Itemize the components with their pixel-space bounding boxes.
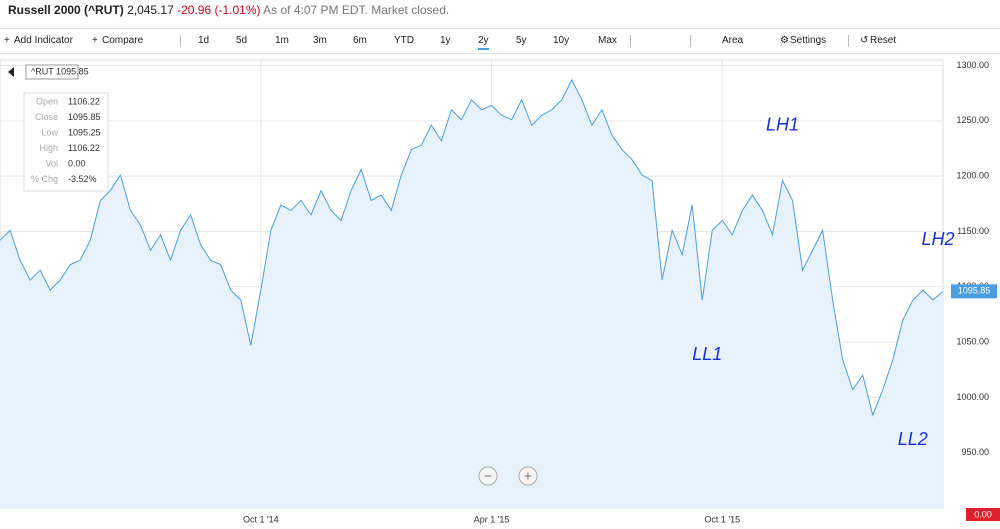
price-tag-label: 1095.85 <box>958 286 991 296</box>
separator <box>180 35 181 47</box>
y-tick-label: 1300.00 <box>956 60 989 70</box>
tooltip-value: 1095.25 <box>68 127 101 137</box>
tooltip-title: ^RUT 1095.85 <box>31 66 89 76</box>
tooltip-value: 1106.22 <box>68 96 100 106</box>
tooltip-title-box <box>25 64 79 80</box>
volume-tag-label: 0.00 <box>974 509 992 519</box>
header: Russell 2000 (^RUT) 2,045.17 -20.96 (-1.… <box>8 3 449 17</box>
toolbar-button[interactable]: 1y <box>440 35 451 46</box>
tooltip-key: % Chg <box>31 174 58 184</box>
change: -20.96 (-1.01%) <box>177 3 261 17</box>
y-tick-label: 950.00 <box>961 447 989 457</box>
toolbar-button[interactable]: Add Indicator <box>14 35 73 46</box>
separator <box>690 35 691 47</box>
y-tick-label: 1000.00 <box>956 392 989 402</box>
y-tick-label: 1200.00 <box>956 171 989 181</box>
toolbar-button[interactable]: 6m <box>353 35 367 46</box>
toolbar-button[interactable]: Compare <box>102 35 144 46</box>
icon: + <box>92 35 98 46</box>
separator <box>848 35 849 47</box>
toolbar-button[interactable]: 1d <box>198 35 210 46</box>
tooltip-box <box>23 92 109 192</box>
separator <box>630 35 631 47</box>
tooltip: ^RUT 1095.85 Open 1106.22 Close 1095.85 Low 10… <box>8 64 109 192</box>
icon: ⚙ <box>780 35 789 46</box>
zoom-icon: − <box>484 468 492 484</box>
x-tick-label: Oct 1 '15 <box>704 514 740 524</box>
toolbar-button[interactable]: 2y <box>478 35 489 50</box>
annotation: LH1 <box>766 114 799 134</box>
toolbar-button[interactable]: 5d <box>236 35 248 46</box>
x-tick-label: Apr 1 '15 <box>474 514 510 524</box>
annotation: LH2 <box>921 229 954 249</box>
price: 2,045.17 <box>127 3 174 17</box>
toolbar-button[interactable]: Settings <box>790 35 827 46</box>
tooltip-value: 0.00 <box>68 158 86 168</box>
icon: + <box>4 35 10 46</box>
tooltip-key: High <box>39 143 58 153</box>
annotation: LL2 <box>898 429 928 449</box>
zoom-button[interactable] <box>518 466 538 486</box>
toolbar: + Add Indicator + Compare 1d 5d 1m 3m 6m YTD 1y 2… <box>0 28 1000 54</box>
zoom-icon: + <box>524 468 532 484</box>
zoom-button[interactable] <box>478 466 498 486</box>
area <box>0 79 943 509</box>
x-tick-label: Oct 1 '14 <box>243 514 279 524</box>
y-tick-label: 1050.00 <box>956 336 989 346</box>
toolbar-button[interactable]: 5y <box>516 35 527 46</box>
toolbar-button[interactable]: 1m <box>275 35 289 46</box>
tooltip-key: Vol <box>45 158 58 168</box>
marker <box>8 67 14 77</box>
toolbar-button[interactable]: 10y <box>553 35 570 46</box>
line <box>0 78 944 417</box>
toolbar-button[interactable]: 3m <box>313 35 327 46</box>
y-tick-label: 1250.00 <box>956 115 989 125</box>
icon: ↺ <box>860 35 869 46</box>
volume-tag <box>966 508 1000 521</box>
toolbar-button[interactable]: Area <box>722 35 744 46</box>
tooltip-value: -3.52% <box>68 174 97 184</box>
y-tick-label: 1150.00 <box>957 226 989 236</box>
tooltip-key: Low <box>41 127 58 137</box>
toolbar-button[interactable]: Max <box>598 35 617 46</box>
tooltip-key: Open <box>36 96 58 106</box>
tooltip-key: Close <box>35 112 58 122</box>
price-tag <box>951 284 997 299</box>
toolbar-button[interactable]: YTD <box>394 35 414 46</box>
tooltip-value: 1095.85 <box>68 112 101 122</box>
symbol: Russell 2000 (^RUT) <box>8 3 124 17</box>
annotation: LL1 <box>692 344 722 364</box>
tooltip-value: 1106.22 <box>68 143 100 153</box>
toolbar-button[interactable]: Reset <box>870 35 897 46</box>
status: As of 4:07 PM EDT. Market closed. <box>263 3 450 17</box>
